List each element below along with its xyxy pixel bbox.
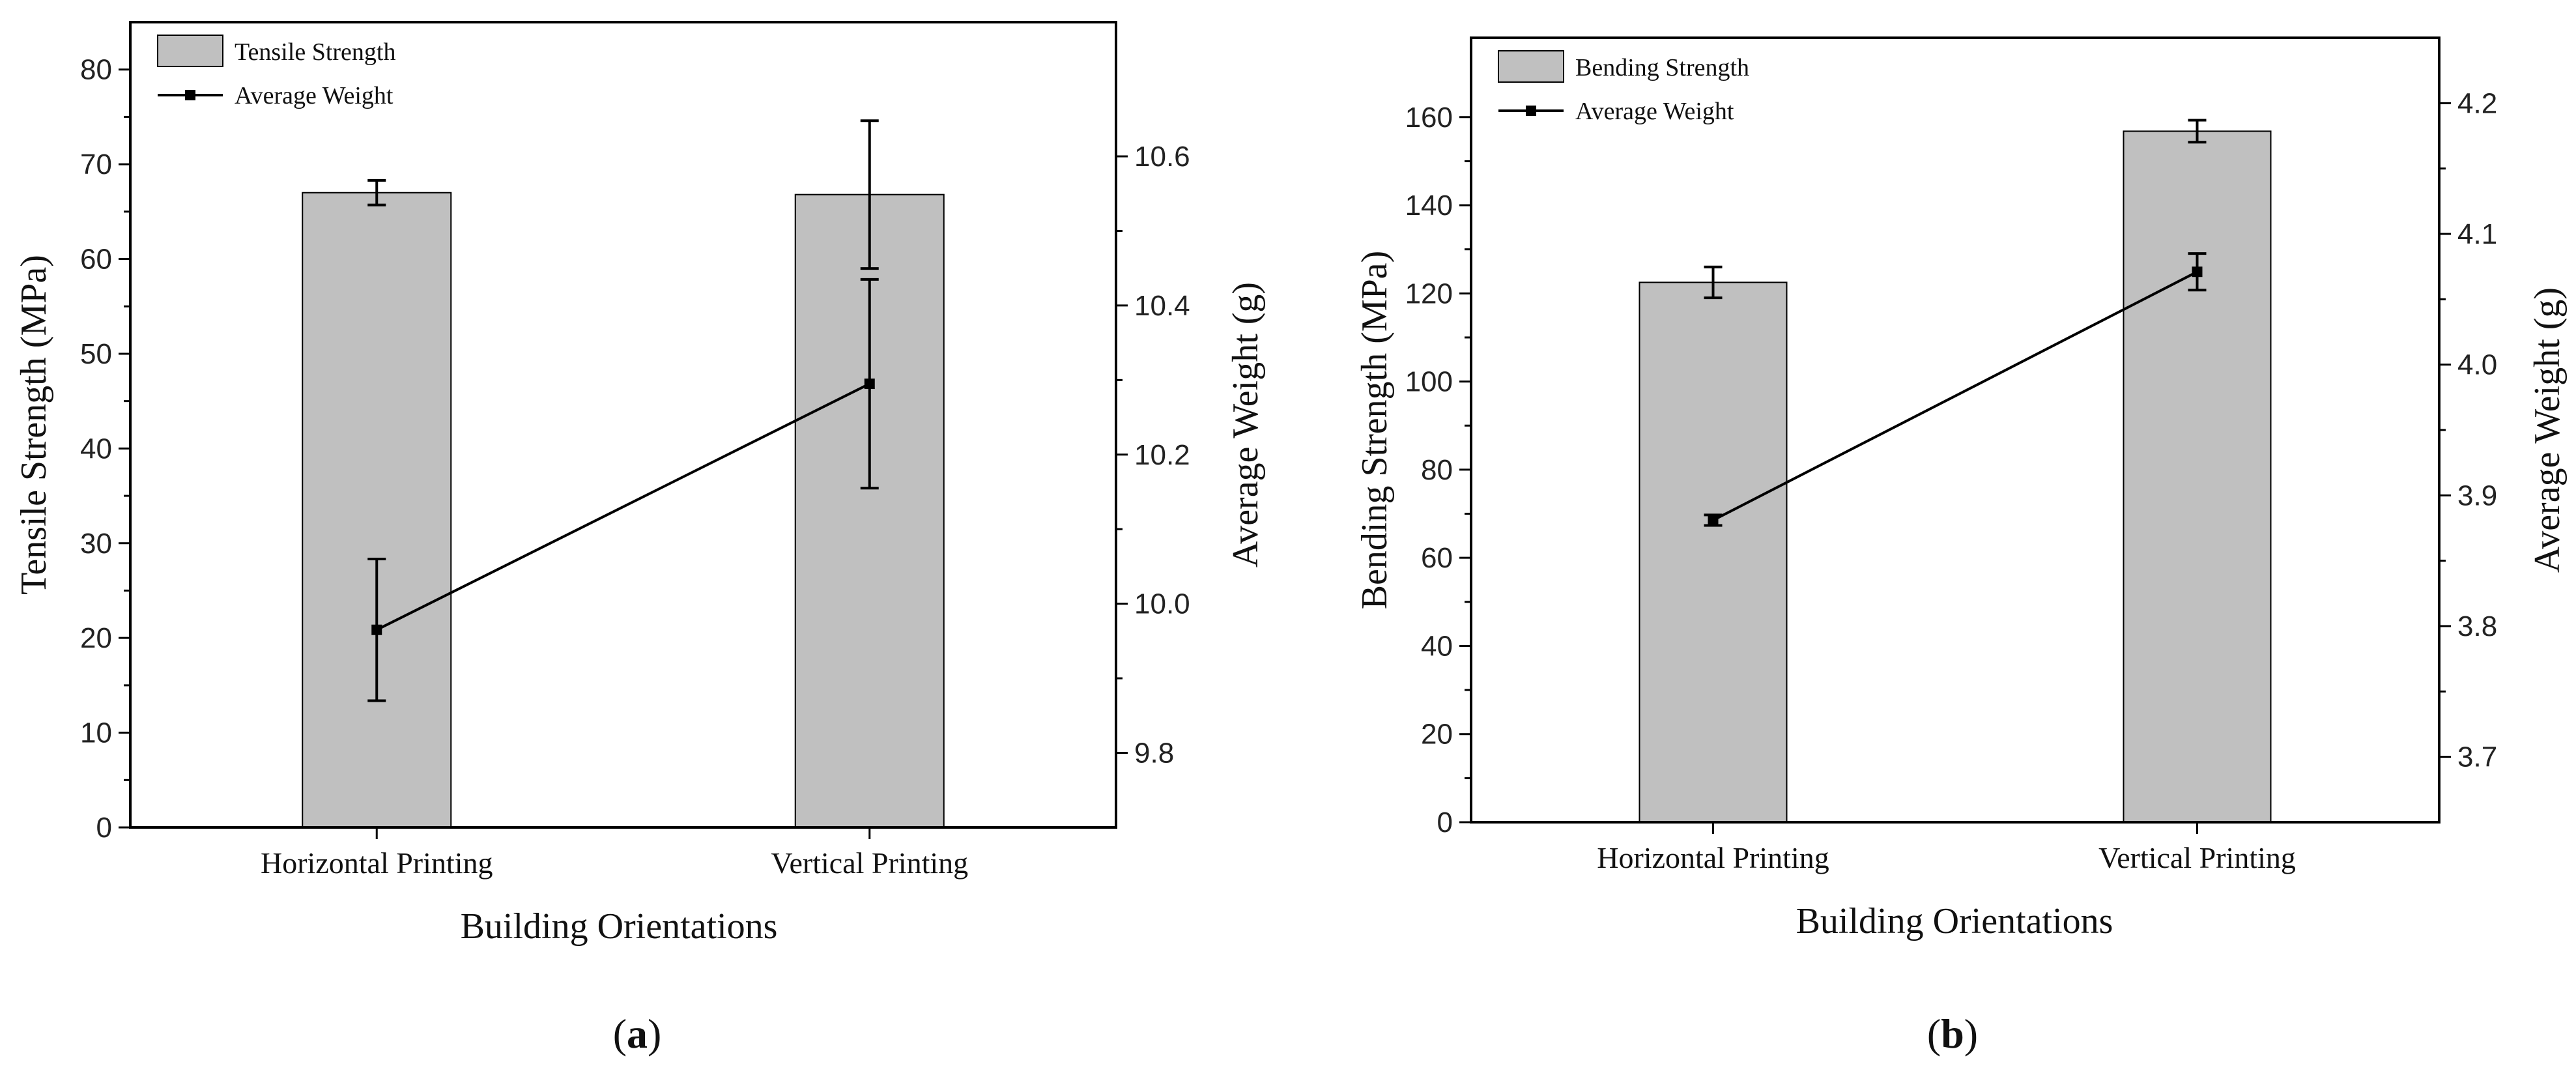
y-tick-label: 160 — [1405, 102, 1453, 134]
y-tick-label: 20 — [80, 622, 112, 654]
panel-label: (b) — [1927, 1010, 1978, 1057]
bar-error-bar — [1704, 265, 1723, 300]
y-tick-label: 100 — [1405, 366, 1453, 398]
bar-vertical — [2123, 130, 2272, 824]
legend-label-line: Average Weight — [1575, 98, 1734, 125]
y2-tick-label: 4.2 — [2457, 87, 2497, 119]
x-tick-label: Vertical Printing — [2098, 841, 2296, 874]
weight-point — [2192, 266, 2203, 278]
y-axis-title: Bending Strength (MPa) — [1354, 251, 1395, 610]
legend: Bending Strength Average Weight — [1498, 50, 1749, 125]
y-tick-label: 40 — [80, 433, 112, 465]
weight-point — [1708, 515, 1719, 526]
x-axis-title: Building Orientations — [1796, 901, 2113, 941]
y-tick-label: 60 — [1421, 542, 1453, 574]
y-tick-label: 140 — [1405, 190, 1453, 222]
legend-label-line: Average Weight — [235, 82, 394, 109]
y2-tick-label: 10.0 — [1134, 588, 1190, 620]
x-tick-label: Vertical Printing — [771, 846, 968, 880]
y-tick-label: 0 — [96, 812, 112, 844]
y2-tick-label: 9.8 — [1134, 738, 1174, 769]
panel-label-letter: a — [627, 1010, 648, 1057]
y-tick-label: 120 — [1405, 278, 1453, 309]
y-tick-label: 10 — [80, 717, 112, 749]
legend-swatch-bar — [1498, 50, 1564, 83]
y2-tick-label: 10.2 — [1134, 439, 1190, 471]
x-tick-label: Horizontal Printing — [261, 846, 493, 880]
y-tick-label: 70 — [80, 149, 112, 180]
y-tick-label: 30 — [80, 528, 112, 560]
legend-swatch-marker — [1526, 106, 1536, 116]
y-tick-label: 80 — [1421, 454, 1453, 486]
plot-frame — [1470, 36, 2440, 824]
bar-error-bar — [367, 179, 386, 207]
legend: Tensile Strength Average Weight — [157, 35, 395, 109]
weight-point — [864, 379, 875, 390]
legend-swatch-marker — [185, 90, 195, 100]
x-axis-title: Building Orientations — [461, 906, 778, 947]
legend-swatch-bar — [157, 35, 223, 67]
y-tick-label: 60 — [80, 244, 112, 276]
y-tick-label: 80 — [80, 54, 112, 86]
y-tick-label: 40 — [1421, 630, 1453, 662]
y2-tick-label: 3.7 — [2457, 741, 2497, 773]
y2-tick-label: 4.0 — [2457, 349, 2497, 381]
bar-error-bar — [2188, 119, 2207, 144]
legend-label-bar: Bending Strength — [1575, 54, 1749, 81]
weight-point — [371, 624, 382, 635]
bar-horizontal — [302, 192, 452, 829]
y2-tick-label: 3.9 — [2457, 480, 2497, 511]
bar-error-bar — [860, 119, 879, 270]
weight-line — [376, 382, 870, 631]
bar-horizontal — [1639, 281, 1788, 823]
y2-tick-label: 10.4 — [1134, 290, 1190, 322]
y-tick-label: 20 — [1421, 719, 1453, 751]
y2-axis-title: Average Weight (g) — [1225, 282, 1266, 567]
y2-tick-label: 3.8 — [2457, 610, 2497, 642]
legend-label-bar: Tensile Strength — [235, 38, 395, 66]
chart-panel-b: 0 20 40 60 80 100 120 140 160 3.7 3.8 3.9 4.0 4.1 4.2 H… — [1354, 36, 2568, 1057]
y-tick-label: 0 — [1437, 807, 1453, 838]
weight-line — [1712, 270, 2198, 522]
x-tick-label: Horizontal Printing — [1597, 841, 1829, 874]
panel-label: (a) — [613, 1010, 662, 1057]
y2-tick-label: 4.1 — [2457, 218, 2497, 250]
y-tick-label: 50 — [80, 338, 112, 370]
y-axis-title: Tensile Strength (MPa) — [14, 255, 54, 595]
y2-tick-label: 10.6 — [1134, 141, 1190, 173]
panel-label-letter: b — [1941, 1010, 1964, 1057]
y2-axis-title: Average Weight (g) — [2527, 287, 2568, 573]
plot-frame — [129, 21, 1117, 829]
chart-panel-a: 0 10 20 30 40 50 60 70 80 9.8 10.0 10.2 10.4 10.6 Hori… — [14, 21, 1266, 1057]
